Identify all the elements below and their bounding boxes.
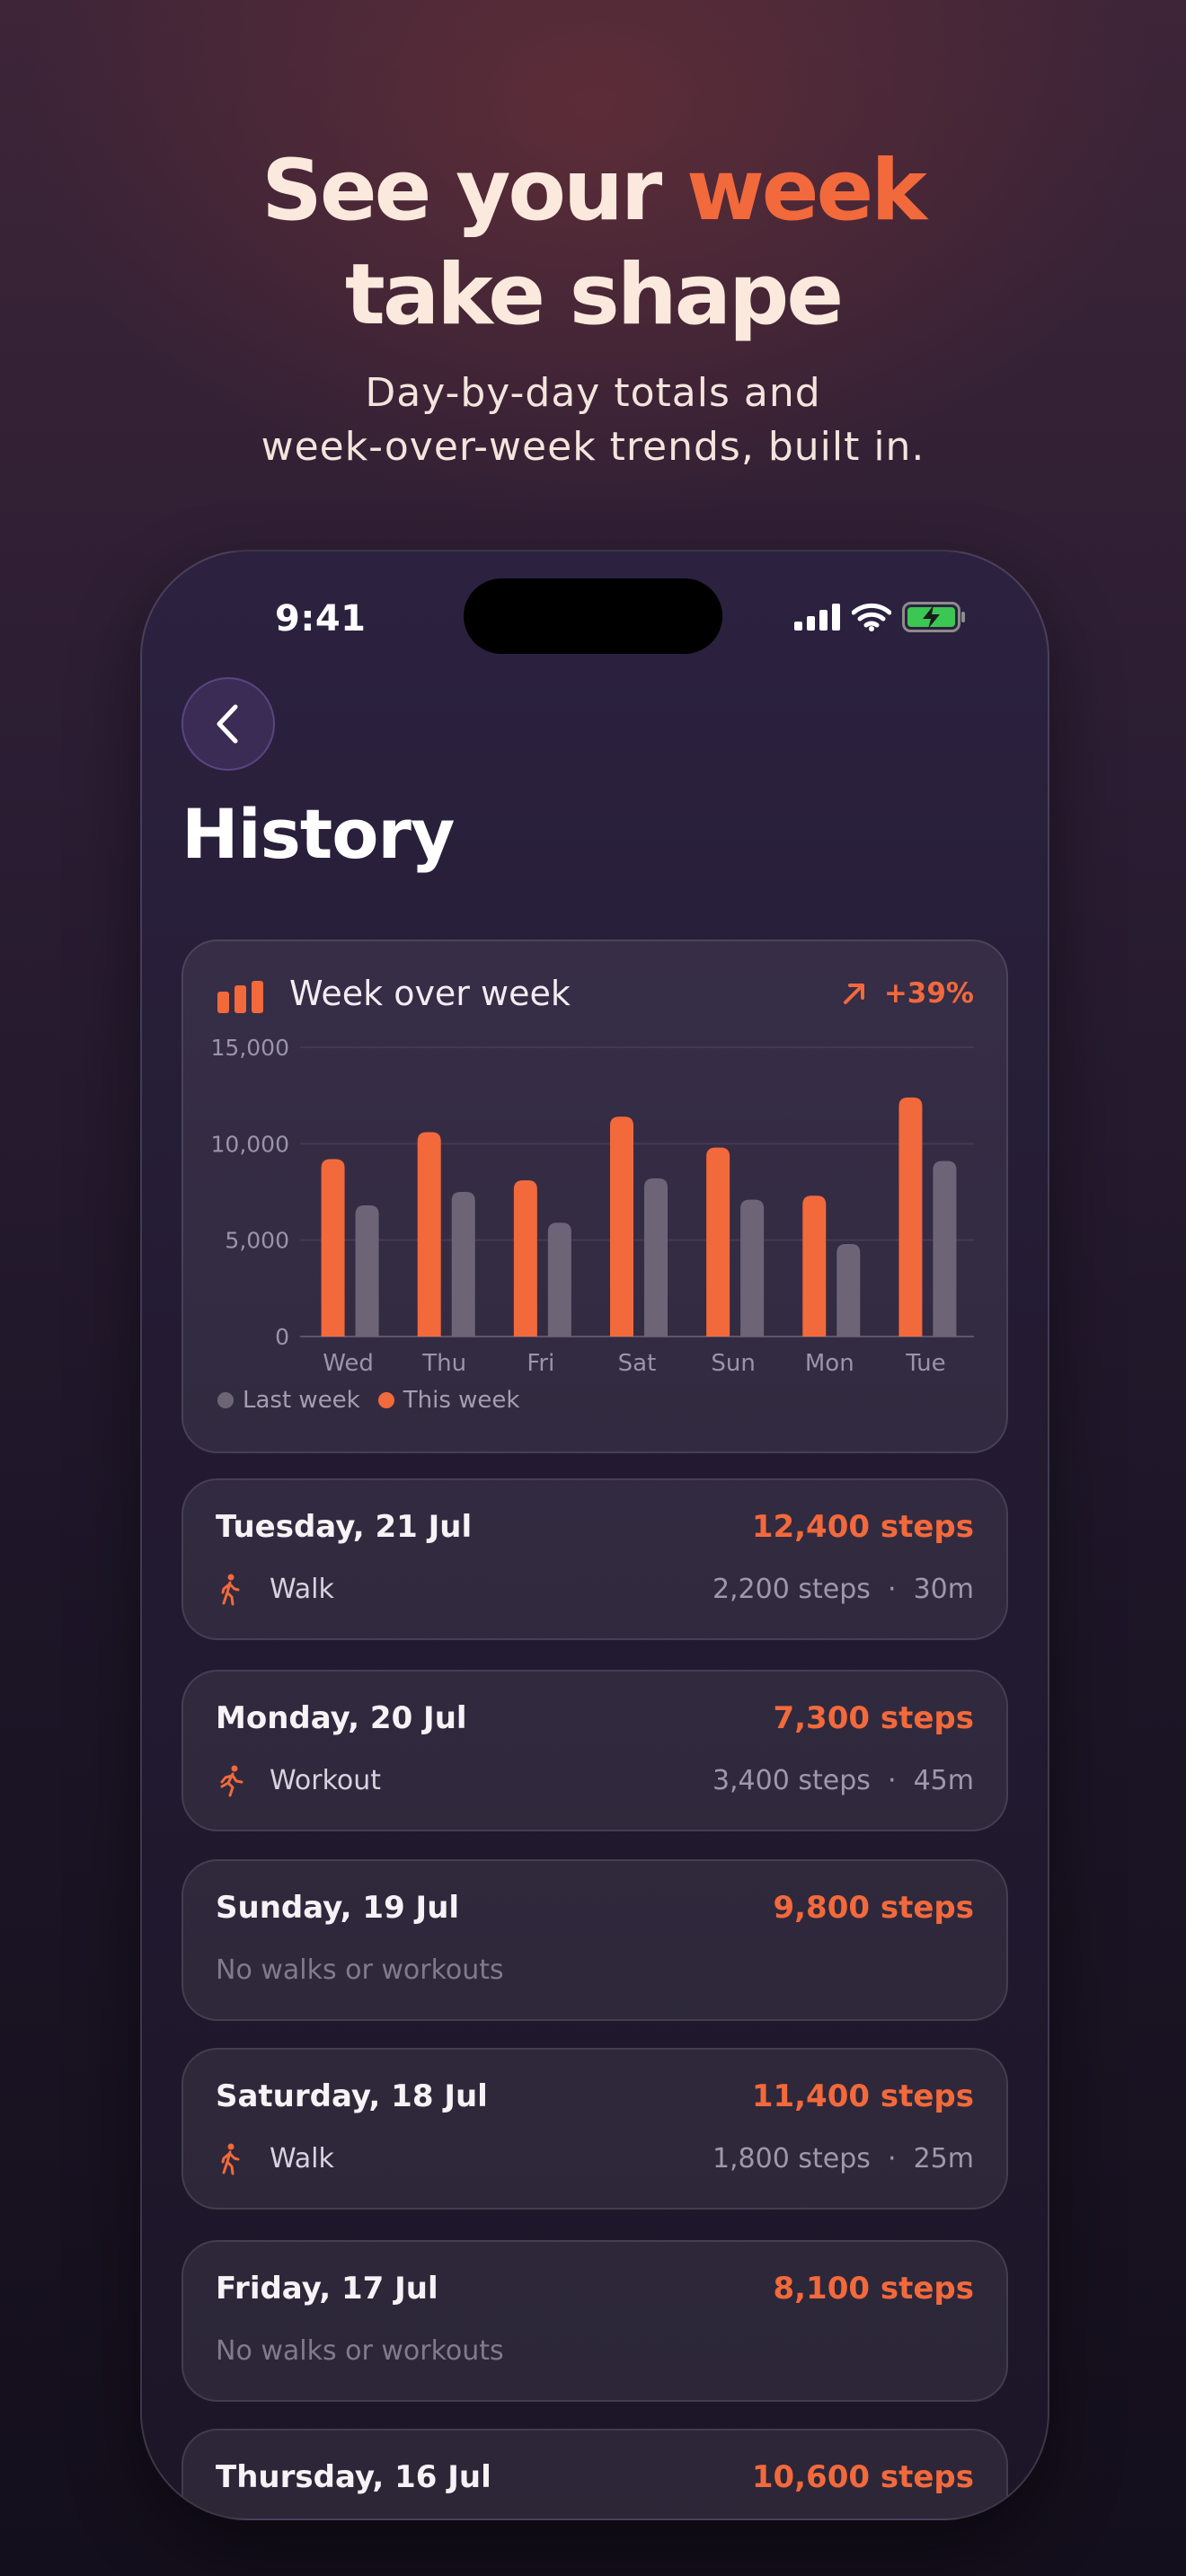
- battery-charging-icon: [902, 602, 965, 632]
- bar-chart-icon: [217, 981, 263, 1013]
- activity-separator: ·: [887, 2143, 897, 2175]
- day-steps-total: 9,800 steps: [773, 1890, 974, 1926]
- day-title: Friday, 17 Jul: [216, 2271, 438, 2307]
- x-tick-label: Sun: [711, 1350, 755, 1377]
- wifi-icon: [852, 603, 891, 631]
- activity-meta: 1,800 steps · 25m: [712, 2143, 974, 2175]
- activity-meta: 2,200 steps · 30m: [712, 1574, 974, 1605]
- activity-duration: 45m: [913, 1765, 974, 1796]
- run-icon: [220, 1765, 243, 1797]
- bar-last-week-fri: [547, 1222, 571, 1337]
- bar-this-week-fri: [513, 1180, 537, 1337]
- trend-indicator: +39%: [841, 977, 974, 1010]
- status-time: 9:41: [275, 598, 367, 640]
- headline-line-2: take shape: [344, 246, 844, 344]
- activity-name: Walk: [270, 1574, 334, 1605]
- x-tick-label: Wed: [323, 1350, 374, 1377]
- status-icons: [794, 602, 967, 632]
- day-card-saturday[interactable]: Saturday, 18 Jul 11,400 steps Walk 1,800…: [181, 2048, 1008, 2210]
- subhead-line-1: Day-by-day totals and: [365, 370, 821, 416]
- bar-last-week-sun: [740, 1199, 765, 1337]
- walk-icon: [221, 2143, 240, 2175]
- bar-chart: 15,000 10,000 5,000 0 Wed Thu Fri Sat Sun Mon Tue: [211, 1035, 974, 1377]
- day-title: Monday, 20 Jul: [216, 1700, 467, 1736]
- x-tick-label: Sat: [618, 1350, 657, 1377]
- bar-last-week-tue: [933, 1160, 957, 1337]
- bar-last-week-sat: [644, 1178, 668, 1337]
- cellular-signal-icon: [794, 604, 840, 631]
- activity-duration: 25m: [913, 2143, 974, 2175]
- bar-this-week-mon: [802, 1195, 827, 1337]
- headline-text: See your: [261, 142, 686, 240]
- headline-accent-word: week: [686, 142, 927, 240]
- day-card-monday[interactable]: Monday, 20 Jul 7,300 steps Workout 3,400…: [181, 1670, 1008, 1831]
- day-card-friday[interactable]: Friday, 17 Jul 8,100 steps No walks or w…: [181, 2240, 1008, 2402]
- activity-separator: ·: [887, 1765, 897, 1796]
- x-tick-label: Fri: [527, 1350, 554, 1377]
- y-tick-label: 5,000: [225, 1228, 289, 1254]
- legend-label-this-week: This week: [403, 1387, 520, 1414]
- day-steps-total: 12,400 steps: [751, 1509, 974, 1545]
- activity-steps: 3,400 steps: [712, 1765, 871, 1796]
- dynamic-island: [464, 578, 722, 654]
- activity-name: Walk: [270, 2143, 334, 2175]
- chevron-left-icon: [217, 704, 238, 744]
- phone-frame: 9:41 History: [140, 550, 1049, 2520]
- legend-dot-last-week: [217, 1392, 234, 1408]
- no-activity-text: No walks or workouts: [216, 1954, 504, 1986]
- activity-separator: ·: [887, 1574, 897, 1605]
- bar-last-week-wed: [355, 1205, 379, 1337]
- y-tick-label: 15,000: [211, 1035, 289, 1061]
- bar-this-week-sat: [610, 1116, 633, 1337]
- day-title: Saturday, 18 Jul: [216, 2078, 488, 2114]
- arrow-up-right-icon: [843, 984, 864, 1004]
- x-tick-label: Mon: [805, 1350, 854, 1377]
- activity-steps: 1,800 steps: [712, 2143, 871, 2175]
- bar-this-week-wed: [321, 1159, 345, 1337]
- back-button[interactable]: [181, 677, 275, 771]
- trend-value: +39%: [883, 977, 974, 1010]
- bar-this-week-tue: [898, 1097, 923, 1337]
- legend-dot-this-week: [377, 1392, 394, 1408]
- marketing-headline: See your week take shape: [0, 139, 1186, 348]
- page-title: History: [181, 794, 455, 874]
- y-tick-label: 0: [275, 1324, 289, 1350]
- day-steps-total: 10,600 steps: [751, 2459, 974, 2495]
- day-steps-total: 8,100 steps: [773, 2271, 974, 2307]
- day-title: Tuesday, 21 Jul: [216, 1509, 473, 1545]
- no-activity-text: No walks or workouts: [216, 2335, 504, 2367]
- x-tick-label: Tue: [905, 1350, 945, 1377]
- marketing-subhead: Day-by-day totals and week-over-week tre…: [0, 366, 1186, 474]
- x-tick-label: Thu: [421, 1350, 466, 1377]
- legend-item-this-week: This week: [377, 1387, 520, 1414]
- subhead-line-2: week-over-week trends, built in.: [261, 424, 925, 470]
- bar-this-week-sun: [706, 1147, 730, 1337]
- walk-icon: [221, 1574, 240, 1606]
- day-card-sunday[interactable]: Sunday, 19 Jul 9,800 steps No walks or w…: [181, 1859, 1008, 2021]
- day-steps-total: 7,300 steps: [773, 1700, 974, 1736]
- activity-duration: 30m: [913, 1574, 974, 1605]
- day-card-tuesday[interactable]: Tuesday, 21 Jul 12,400 steps Walk 2,200 …: [181, 1478, 1008, 1640]
- bar-this-week-thu: [417, 1132, 441, 1337]
- day-card-thursday[interactable]: Thursday, 16 Jul 10,600 steps: [181, 2429, 1008, 2519]
- bar-last-week-thu: [451, 1192, 475, 1337]
- chart-title: Week over week: [289, 974, 571, 1013]
- legend-label-last-week: Last week: [243, 1387, 360, 1414]
- day-title: Thursday, 16 Jul: [216, 2459, 491, 2495]
- headline-line-1: See your week: [0, 139, 1186, 243]
- activity-meta: 3,400 steps · 45m: [712, 1765, 974, 1796]
- day-title: Sunday, 19 Jul: [216, 1890, 460, 1926]
- activity-steps: 2,200 steps: [712, 1574, 871, 1605]
- y-tick-label: 10,000: [211, 1131, 289, 1157]
- week-over-week-chart-card: Week over week +39% 15,000 10,000 5,000 0 We…: [181, 940, 1008, 1453]
- legend-item-last-week: Last week: [217, 1387, 360, 1414]
- day-steps-total: 11,400 steps: [751, 2078, 974, 2114]
- bar-last-week-mon: [836, 1243, 861, 1337]
- chart-legend: Last week This week: [217, 1387, 537, 1414]
- activity-name: Workout: [270, 1765, 382, 1796]
